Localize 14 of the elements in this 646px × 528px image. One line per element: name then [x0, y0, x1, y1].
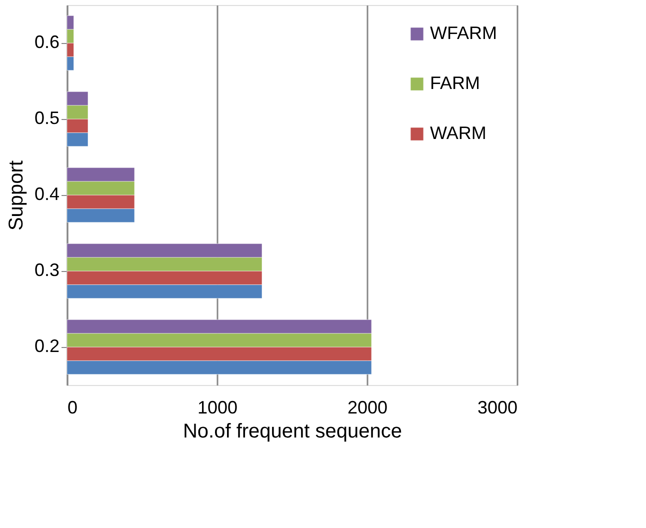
x-tick-label: 0 — [68, 398, 78, 418]
y-tick-label: 0.5 — [34, 108, 60, 128]
x-tick-label: 1000 — [197, 398, 238, 418]
x-tick-label: 3000 — [477, 398, 518, 418]
x-tick-label: 2000 — [347, 398, 388, 418]
y-axis-title: Support — [5, 160, 28, 231]
legend-label: WFARM — [430, 23, 497, 43]
y-tick-label: 0.3 — [34, 260, 60, 280]
y-tick-label: 0.4 — [34, 184, 60, 204]
legend-label: WARM — [430, 123, 486, 143]
x-axis-title: No.of frequent sequence — [182, 420, 402, 442]
legend-label: FARM — [430, 73, 480, 93]
y-tick-label: 0.6 — [34, 32, 60, 52]
y-tick-label: 0.2 — [34, 336, 60, 356]
